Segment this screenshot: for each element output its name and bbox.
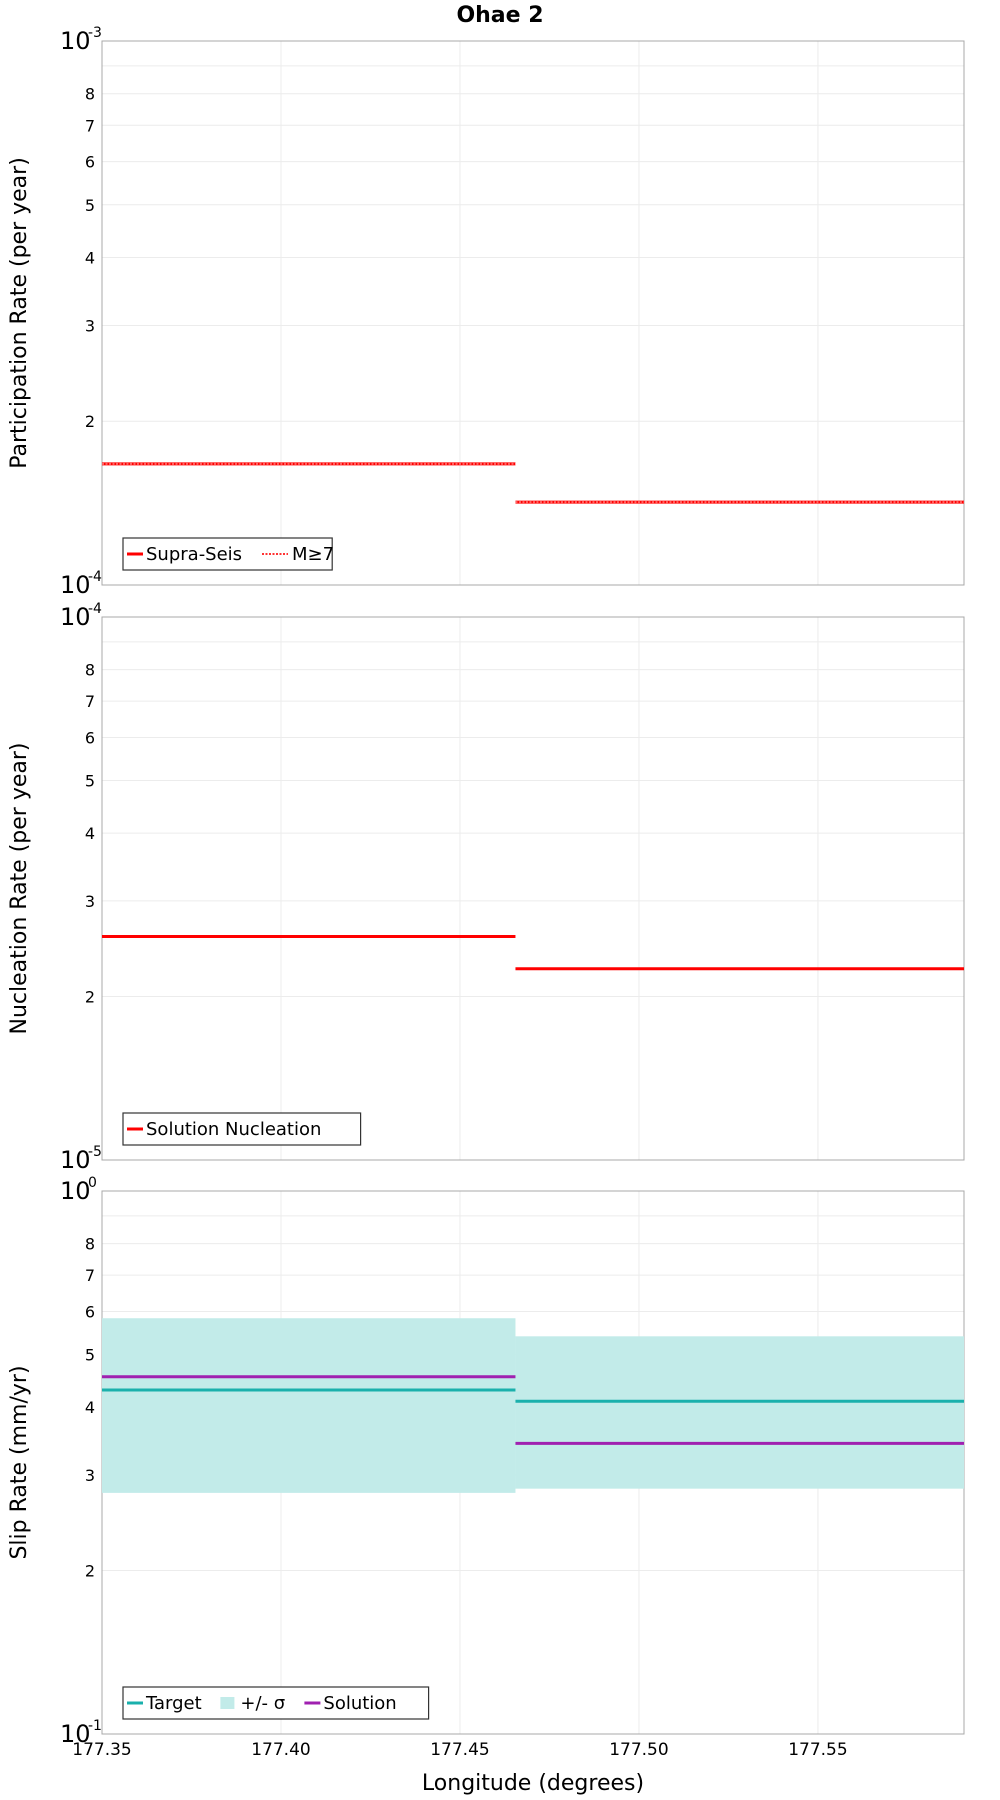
sigma-band-segment [102, 1318, 516, 1493]
y-tick-exponent-top: -3 [88, 25, 102, 41]
y-tick-label-bottom: 10 [60, 1720, 91, 1748]
y-tick-label-bottom: 10 [60, 1146, 91, 1174]
chart-title: Ohae 2 [456, 3, 543, 28]
y-tick-label-top: 10 [60, 603, 91, 631]
sigma-band-segment [515, 1336, 964, 1489]
plot-frame [101, 40, 965, 586]
y-tick-label: 4 [85, 1398, 95, 1417]
y-tick-label: 2 [85, 988, 95, 1007]
legend-label: Supra-Seis [146, 544, 242, 565]
legend-label: +/- σ [240, 1693, 285, 1714]
y-tick-label: 3 [85, 1466, 95, 1485]
legend-label: Solution Nucleation [146, 1119, 321, 1140]
y-tick-exponent-top: 0 [88, 1175, 97, 1191]
y-tick-label: 7 [85, 692, 95, 711]
y-tick-label-top: 10 [60, 27, 91, 55]
y-tick-label: 4 [85, 248, 95, 267]
y-tick-label: 7 [85, 1266, 95, 1285]
y-tick-label: 4 [85, 824, 95, 843]
legend-box [122, 537, 333, 571]
y-tick-label: 6 [85, 153, 95, 172]
y-tick-exponent-top: -4 [88, 601, 102, 617]
y-axis-label: Nucleation Rate (per year) [7, 743, 32, 1035]
x-tick-label: 177.55 [788, 1740, 847, 1760]
y-tick-label: 7 [85, 116, 95, 135]
y-tick-label: 2 [85, 412, 95, 431]
y-tick-label: 6 [85, 1302, 95, 1321]
y-tick-label: 6 [85, 728, 95, 747]
x-axis-label: Longitude (degrees) [422, 1771, 644, 1796]
y-tick-label: 8 [85, 661, 95, 680]
y-tick-label: 5 [85, 771, 95, 790]
y-tick-label: 2 [85, 1562, 95, 1581]
y-tick-label: 3 [85, 892, 95, 911]
legend-box [122, 1686, 430, 1720]
y-tick-label-bottom: 10 [60, 571, 91, 599]
y-tick-label: 5 [85, 196, 95, 215]
y-axis-label: Slip Rate (mm/yr) [7, 1365, 32, 1559]
y-tick-exponent-bottom: -1 [88, 1718, 102, 1734]
x-tick-label: 177.35 [72, 1740, 131, 1760]
y-axis-label: Participation Rate (per year) [7, 157, 32, 469]
y-tick-exponent-bottom: -5 [88, 1144, 102, 1160]
y-tick-label: 3 [85, 316, 95, 335]
legend-label: Target [145, 1693, 202, 1714]
plot-frame [101, 616, 965, 1161]
x-tick-label: 177.40 [251, 1740, 310, 1760]
legend-label: M≥7 [292, 544, 334, 565]
y-tick-exponent-bottom: -4 [88, 569, 102, 585]
x-tick-label: 177.45 [430, 1740, 489, 1760]
legend-label: Solution [323, 1693, 396, 1714]
y-tick-label: 8 [85, 1235, 95, 1254]
legend-box [122, 1112, 362, 1146]
x-tick-label: 177.50 [609, 1740, 668, 1760]
y-tick-label: 8 [85, 85, 95, 104]
y-tick-label-top: 10 [60, 1177, 91, 1205]
legend-swatch [220, 1697, 235, 1709]
y-tick-label: 5 [85, 1345, 95, 1364]
